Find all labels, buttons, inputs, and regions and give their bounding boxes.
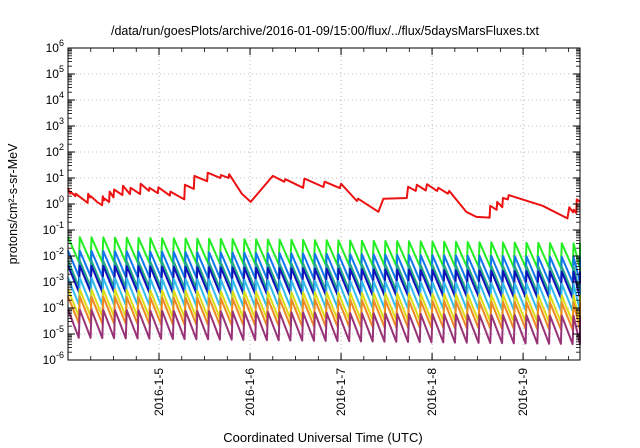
y-tick-label-base: 10 xyxy=(46,119,60,133)
series-line xyxy=(67,308,581,346)
x-axis-label: Coordinated Universal Time (UTC) xyxy=(223,430,422,445)
y-tick-label-base: 10 xyxy=(46,67,60,81)
y-tick-label-base: 10 xyxy=(46,171,60,185)
y-tick-label: 10-2 xyxy=(43,246,64,263)
y-tick-label-base: 10 xyxy=(43,249,57,263)
series-line xyxy=(67,259,581,295)
y-tick-label-base: 10 xyxy=(43,353,57,367)
y-axis-label: protons/cm²-s-sr-MeV xyxy=(6,143,20,265)
y-tick-label-base: 10 xyxy=(43,275,57,289)
y-tick-label-exponent: 0 xyxy=(59,194,64,204)
series-line xyxy=(67,236,581,270)
y-tick-label-exponent: -6 xyxy=(56,350,64,360)
x-tick-label: 2016-1-6 xyxy=(243,368,257,416)
y-tick-label-base: 10 xyxy=(46,93,60,107)
y-tick-label: 10-1 xyxy=(43,220,64,237)
y-tick-label: 10-5 xyxy=(43,324,64,341)
y-tick-label-exponent: -1 xyxy=(56,220,64,230)
y-tick-label-base: 10 xyxy=(43,327,57,341)
y-tick-label-exponent: 2 xyxy=(59,142,64,152)
y-tick-label-exponent: 3 xyxy=(59,116,64,126)
y-tick-label-exponent: -4 xyxy=(56,298,64,308)
chart-title: /data/run/goesPlots/archive/2016-01-09/1… xyxy=(111,24,540,38)
series-layer xyxy=(67,171,581,346)
y-tick-label: 103 xyxy=(46,116,64,133)
y-tick-label-base: 10 xyxy=(46,145,60,159)
y-tick-label: 10-4 xyxy=(43,298,64,315)
x-tick-label: 2016-1-5 xyxy=(152,368,166,416)
series-line xyxy=(67,171,581,220)
y-tick-label: 102 xyxy=(46,142,64,159)
series-line xyxy=(67,249,581,284)
y-tick-label-exponent: -3 xyxy=(56,272,64,282)
y-tick-label-exponent: 1 xyxy=(59,168,64,178)
series-line xyxy=(67,264,581,300)
y-tick-label-base: 10 xyxy=(46,197,60,211)
y-tick-label-exponent: 6 xyxy=(59,38,64,48)
y-tick-label: 104 xyxy=(46,90,64,107)
y-tick-label: 10-6 xyxy=(43,350,64,367)
x-axis: 2016-1-5 2016-1-6 2016-1-7 2016-1-8 2016-1-9 xyxy=(67,48,570,416)
y-tick-label-exponent: 4 xyxy=(59,90,64,100)
y-tick-label-exponent: 5 xyxy=(59,64,64,74)
series-line xyxy=(67,288,581,324)
y-tick-label: 100 xyxy=(46,194,64,211)
y-tick-label-exponent: -5 xyxy=(56,324,64,334)
series-line xyxy=(67,295,581,331)
x-tick-label: 2016-1-8 xyxy=(425,368,439,416)
series-line xyxy=(67,276,581,312)
y-tick-label: 101 xyxy=(46,168,64,185)
y-tick-label-base: 10 xyxy=(46,41,60,55)
y-tick-label: 105 xyxy=(46,64,64,81)
y-tick-label-base: 10 xyxy=(43,223,57,237)
y-tick-label-base: 10 xyxy=(43,301,57,315)
x-tick-label: 2016-1-7 xyxy=(334,368,348,416)
y-tick-label: 10-3 xyxy=(43,272,64,289)
x-tick-label: 2016-1-9 xyxy=(516,368,530,416)
y-axis: 10-610-510-410-310-210-11001011021031041… xyxy=(43,38,580,367)
y-tick-label-exponent: -2 xyxy=(56,246,64,256)
y-tick-label: 106 xyxy=(46,38,64,55)
